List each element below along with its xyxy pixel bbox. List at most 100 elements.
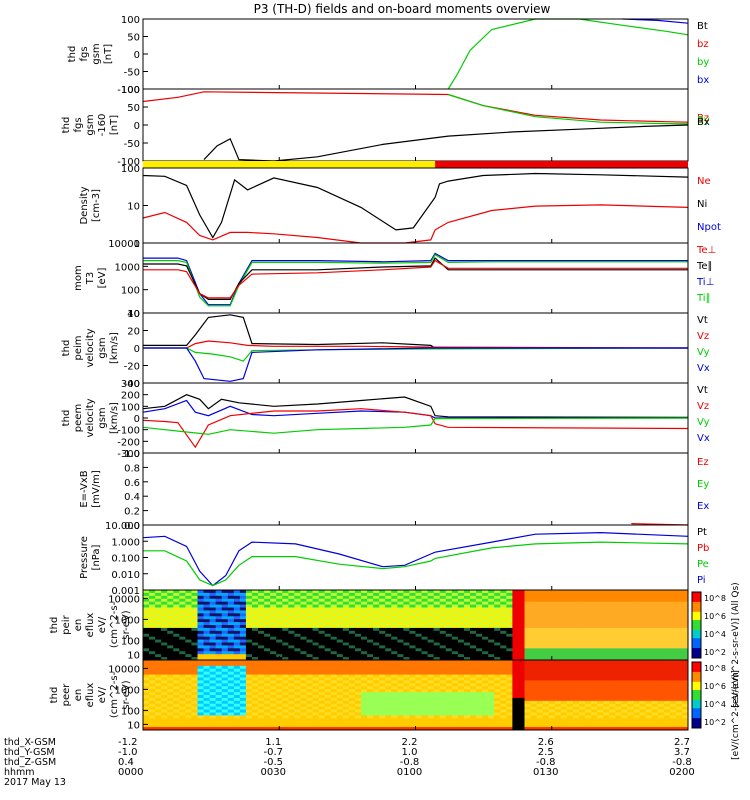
- spectrogram-cell: [560, 648, 568, 652]
- spectrogram-cell: [245, 706, 253, 710]
- spectrogram-cell: [294, 619, 301, 623]
- spectrogram-cell: [282, 712, 289, 716]
- spectrogram-cell: [639, 692, 647, 696]
- spectrogram-cell: [566, 619, 574, 623]
- spectrogram-cell: [258, 601, 265, 605]
- spectrogram-cell: [482, 660, 489, 664]
- spectrogram-cell: [627, 607, 634, 611]
- spectrogram-cell: [657, 598, 665, 603]
- spectrogram-cell: [288, 695, 295, 699]
- spectrogram-cell: [252, 697, 259, 702]
- spectrogram-cell: [560, 657, 568, 661]
- spectrogram-cell: [621, 642, 628, 646]
- spectrogram-cell: [500, 689, 507, 693]
- spectrogram-cell: [239, 683, 247, 687]
- spectrogram-cell: [318, 627, 326, 632]
- spectrogram-cell: [203, 601, 211, 605]
- spectrogram-cell: [245, 607, 253, 611]
- spectrogram-cell: [500, 697, 507, 702]
- spectrogram-cell: [554, 665, 562, 670]
- spectrogram-cell: [361, 604, 368, 608]
- spectrogram-cell: [476, 654, 483, 658]
- spectrogram-cell: [270, 668, 277, 673]
- spectrogram-cell: [324, 625, 332, 629]
- spectrogram-cell: [536, 689, 544, 693]
- spectrogram-cell: [494, 727, 501, 731]
- spectrogram-cell: [597, 604, 604, 608]
- spectrogram-cell: [524, 645, 531, 649]
- spectrogram-cell: [227, 706, 235, 710]
- spectrogram-cell: [512, 619, 519, 623]
- spectrogram-cell: [451, 706, 459, 710]
- spectrogram-cell: [361, 610, 368, 614]
- spectrogram-cell: [227, 592, 235, 597]
- spectrogram-cell: [324, 674, 332, 678]
- spectrogram-cell: [306, 683, 313, 687]
- spectrogram-cell: [566, 607, 574, 611]
- spectrogram-cell: [572, 601, 580, 605]
- spectrogram-cell: [197, 703, 204, 708]
- spectrogram-cell: [615, 703, 622, 708]
- spectrogram-cell: [403, 680, 410, 684]
- spectrogram-cell: [185, 648, 192, 652]
- spectrogram-cell: [270, 645, 277, 649]
- spectrogram-cell: [603, 619, 610, 623]
- spectrogram-cell: [639, 645, 647, 649]
- spectrogram-cell: [488, 683, 495, 687]
- colorbar-cell: [692, 663, 701, 666]
- spectrogram-cell: [161, 689, 168, 693]
- spectrogram-cell: [209, 616, 217, 620]
- y-axis-label: [nPa]: [91, 544, 102, 570]
- spectrogram-cell: [155, 648, 162, 652]
- spectrogram-cell: [379, 595, 386, 600]
- spectrogram-cell: [288, 721, 295, 725]
- spectrogram-cell: [415, 709, 422, 713]
- spectrogram-cell: [203, 662, 211, 667]
- colorbar-cell: [692, 651, 701, 654]
- spectrogram-cell: [233, 642, 241, 646]
- spectrogram-cell: [457, 697, 465, 702]
- spectrogram-cell: [627, 595, 634, 600]
- spectrogram-cell: [566, 689, 574, 693]
- spectrogram-cell: [566, 683, 574, 687]
- spectrogram-cell: [354, 703, 362, 708]
- spectrogram-cell: [288, 598, 295, 603]
- spectrogram-cell: [463, 703, 471, 708]
- spectrogram-cell: [488, 610, 495, 614]
- spectrogram-cell: [548, 709, 556, 713]
- spectrogram-cell: [470, 616, 477, 620]
- spectrogram-cell: [663, 721, 671, 725]
- spectrogram-cell: [155, 604, 162, 608]
- spectrogram-cell: [470, 633, 477, 638]
- spectrogram-cell: [161, 645, 168, 649]
- spectrogram-cell: [433, 619, 441, 623]
- spectrogram-cell: [215, 671, 223, 675]
- spectrogram-cell: [494, 665, 501, 670]
- spectrogram-cell: [221, 724, 229, 728]
- spectrogram-cell: [554, 630, 562, 635]
- spectrogram-cell: [633, 610, 640, 614]
- spectrogram-cell: [167, 595, 174, 600]
- spectrogram-cell: [233, 619, 241, 623]
- spectrogram-cell: [548, 721, 556, 725]
- spectrogram-cell: [554, 697, 562, 702]
- spectrogram-cell: [639, 718, 647, 722]
- spectrogram-cell: [300, 709, 307, 713]
- spectrogram-cell: [579, 697, 586, 702]
- spectrogram-cell: [439, 683, 447, 687]
- spectrogram-cell: [621, 622, 628, 626]
- colorbar-cell: [692, 606, 701, 609]
- spectrogram-cell: [385, 590, 392, 594]
- spectrogram-cell: [367, 727, 374, 731]
- spectrogram-cell: [203, 724, 211, 728]
- spectrogram-cell: [524, 622, 531, 626]
- spectrogram-cell: [391, 712, 398, 716]
- spectrogram-cell: [463, 619, 471, 623]
- spectrogram-cell: [518, 686, 525, 690]
- spectrogram-cell: [379, 598, 386, 603]
- spectrogram-cell: [512, 671, 519, 675]
- spectrogram-cell: [397, 648, 404, 652]
- spectrogram-cell: [379, 627, 386, 632]
- spectrogram-cell: [494, 677, 501, 681]
- spectrogram-cell: [288, 610, 295, 614]
